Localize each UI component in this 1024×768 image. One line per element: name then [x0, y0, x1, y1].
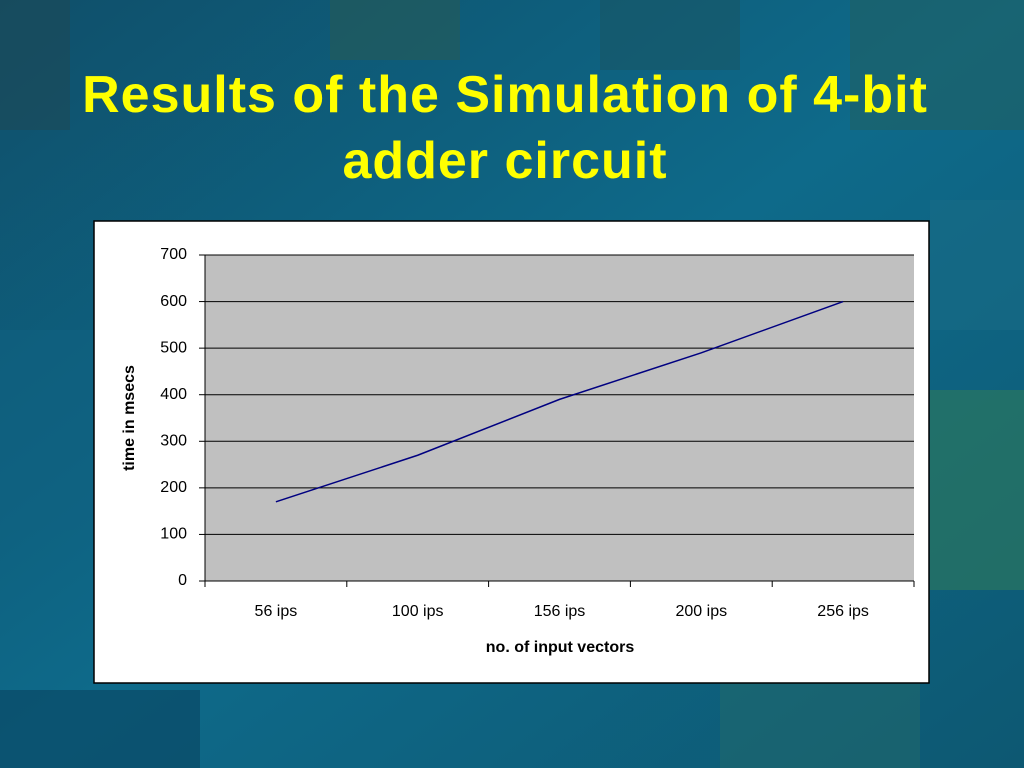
y-tick-label: 500 [160, 339, 187, 356]
y-tick-label: 0 [178, 572, 187, 589]
plot-area [205, 255, 914, 581]
y-tick-label: 700 [160, 246, 187, 263]
x-tick-label: 256 ips [817, 603, 869, 620]
y-tick-label: 400 [160, 386, 187, 403]
y-tick-label: 300 [160, 433, 187, 450]
y-tick-label: 100 [160, 526, 187, 543]
x-tick-label: 56 ips [255, 603, 298, 620]
y-tick-label: 200 [160, 479, 187, 496]
x-tick-label: 156 ips [534, 603, 586, 620]
data-line [275, 300, 844, 503]
y-axis-label: time in msecs [121, 365, 138, 471]
x-axis-label: no. of input vectors [486, 639, 635, 656]
slide-title: Results of the Simulation of 4-bit adder… [82, 66, 928, 190]
x-tick-label: 200 ips [676, 603, 728, 620]
x-tick-label: 100 ips [392, 603, 444, 620]
y-tick-label: 600 [160, 293, 187, 310]
